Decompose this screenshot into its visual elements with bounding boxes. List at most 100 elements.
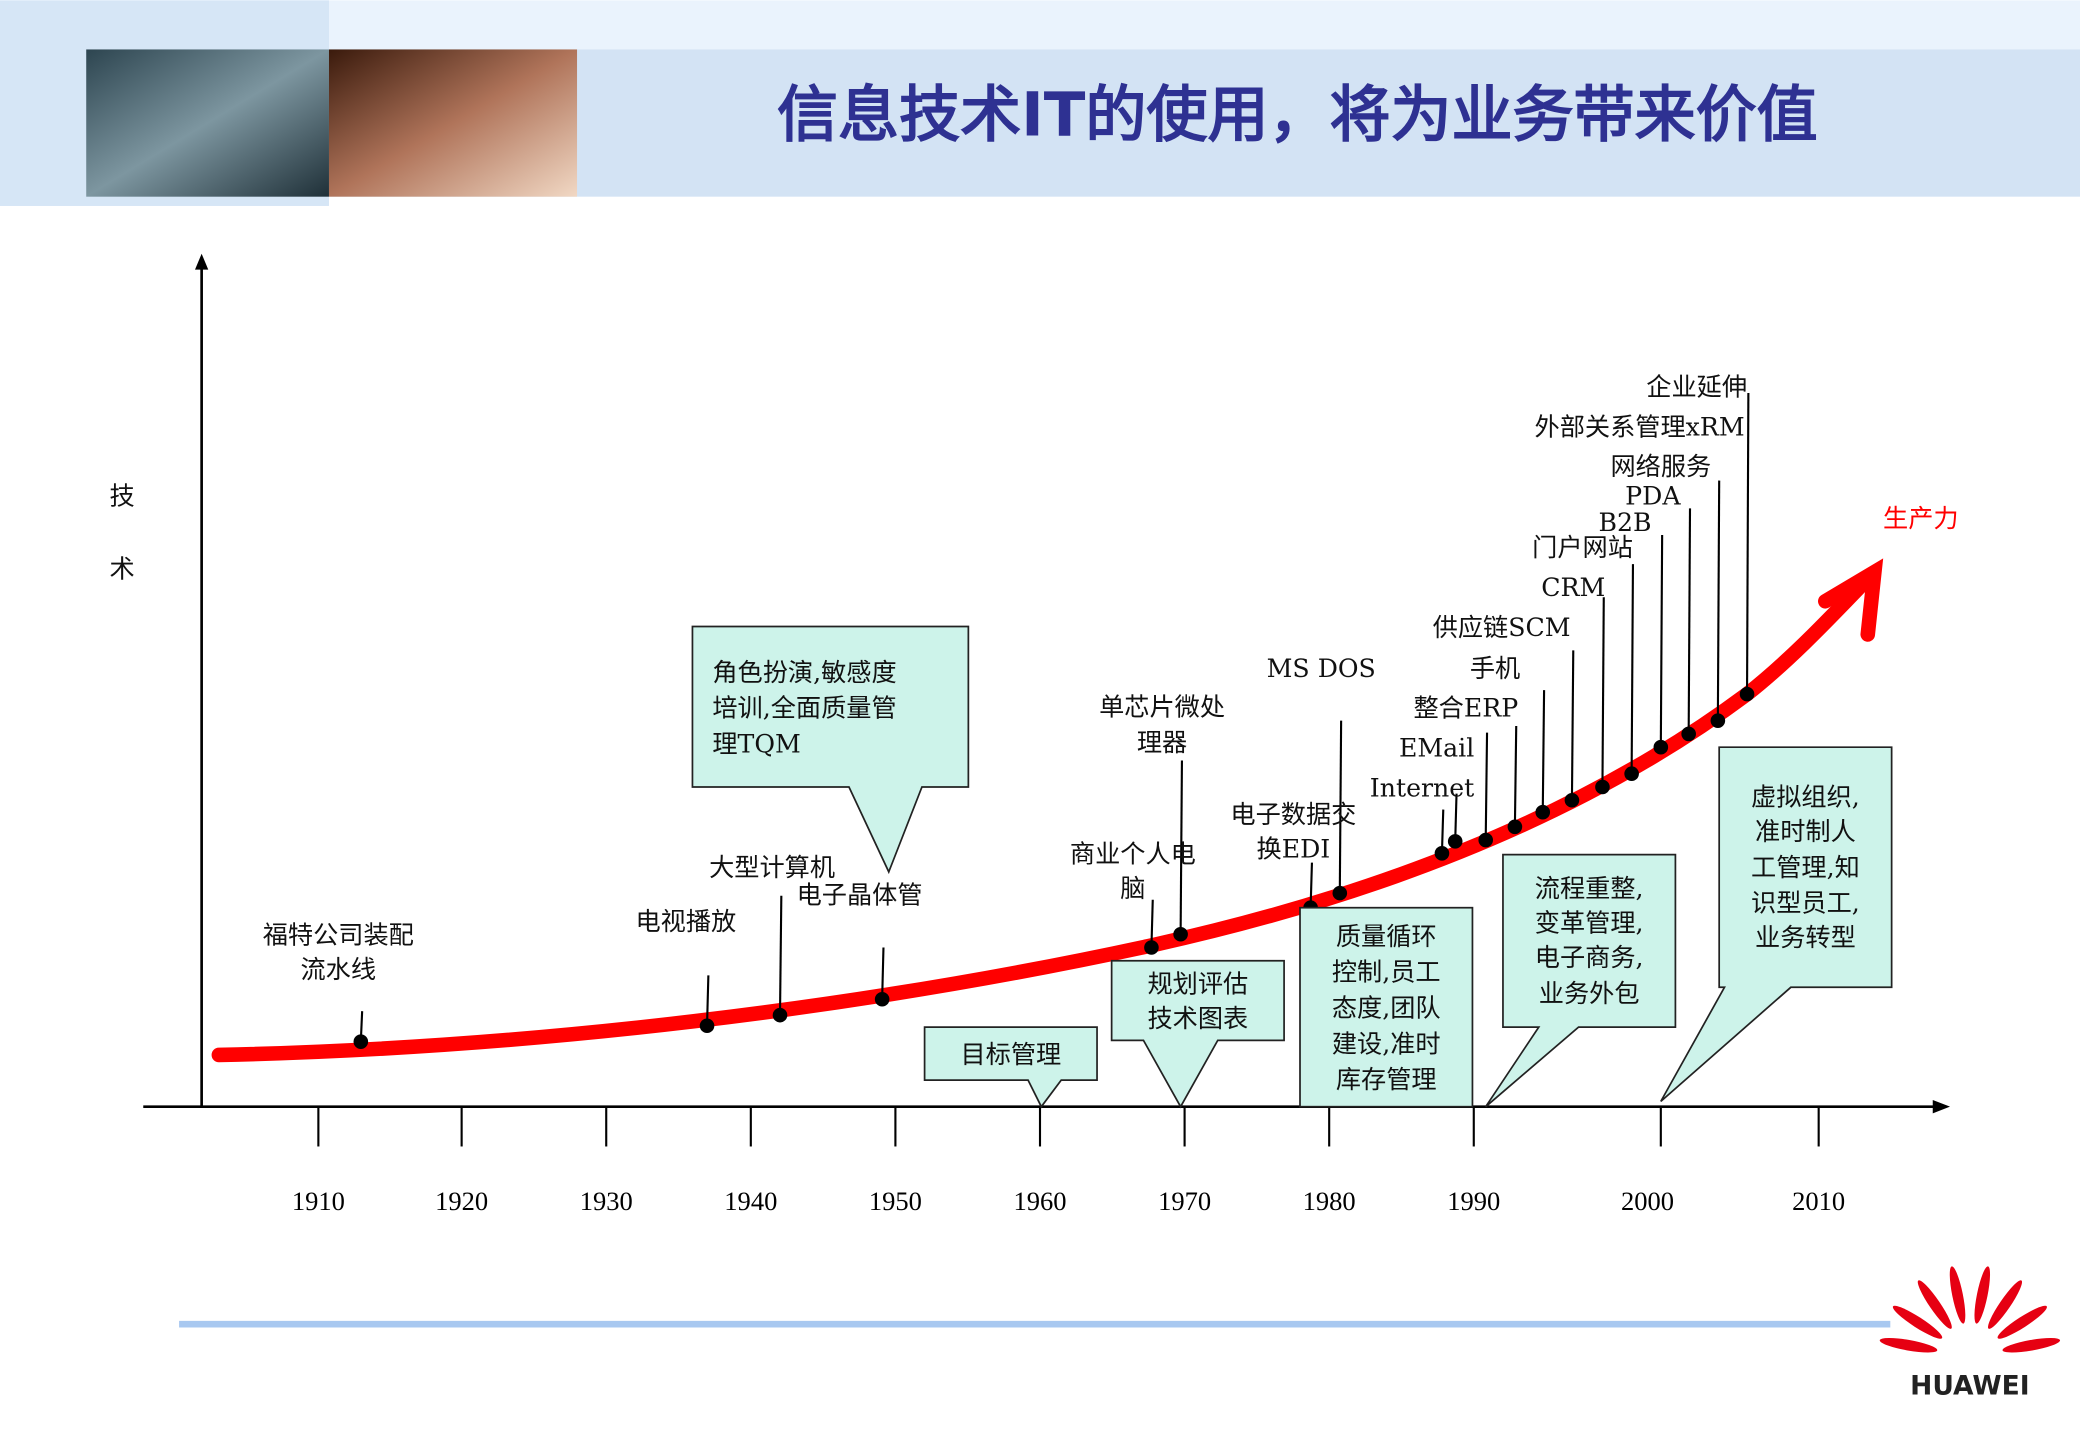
tech-label: 网络服务 (1610, 452, 1711, 481)
logo-petal (1917, 1280, 1952, 1329)
x-axis-arrow-icon (1932, 1100, 1950, 1114)
tech-label: EMail (1399, 733, 1474, 762)
tech-label: 外部关系管理xRM (1535, 412, 1745, 441)
year-label: 1930 (580, 1186, 633, 1216)
tech-label: 流水线 (300, 955, 376, 984)
milestone-dot (1434, 846, 1450, 861)
milestone-dot (1144, 940, 1159, 955)
callout-bpr: 流程重整, 变革管理, 电子商务, 业务外包 (1484, 853, 1677, 1108)
milestone-dot (1447, 834, 1463, 849)
tech-label: 脑 (1120, 874, 1145, 903)
leader-line (1687, 508, 1692, 734)
productivity-curve (211, 571, 1876, 1063)
leader-line (1338, 720, 1343, 894)
logo-petal (1879, 1337, 1938, 1353)
tech-label: 门户网站 (1532, 533, 1633, 562)
tech-label: PDA (1625, 481, 1681, 510)
tech-label: 商业个人电 (1070, 840, 1196, 869)
year-label: 1920 (435, 1186, 488, 1216)
milestone-dot (353, 1034, 369, 1049)
svg-text:控制,员工: 控制,员工 (1332, 958, 1441, 987)
leader-line (778, 895, 783, 1016)
svg-text:工管理,知: 工管理,知 (1751, 853, 1860, 882)
year-label: 2010 (1792, 1186, 1845, 1216)
milestone-dot (1595, 779, 1610, 795)
svg-text:理TQM: 理TQM (712, 729, 800, 758)
leader-line (1440, 809, 1445, 854)
huawei-logo-text: HUAWEI (1910, 1371, 2029, 1402)
tech-label: Internet (1370, 773, 1475, 802)
milestone-dot (1739, 686, 1755, 702)
leader-line (881, 947, 885, 1000)
year-label: 1980 (1303, 1186, 1356, 1216)
tech-label: 理器 (1137, 728, 1187, 757)
tech-label: 电子晶体管 (797, 881, 923, 910)
tech-label: 企业延伸 (1646, 373, 1747, 402)
year-label: 2000 (1621, 1186, 1674, 1216)
logo-petal (1892, 1305, 1943, 1339)
svg-text:建设,准时: 建设,准时 (1332, 1029, 1441, 1058)
tech-label: 整合ERP (1413, 694, 1518, 723)
logo-petal (1974, 1266, 1991, 1324)
milestone-dot (1653, 739, 1669, 755)
tech-label: 电子数据交 (1230, 800, 1356, 829)
leader-line (1659, 534, 1664, 748)
logo-petal (1988, 1280, 2023, 1329)
tech-label: 福特公司装配 (263, 921, 414, 950)
curve-label: 生产力 (1883, 504, 1959, 533)
logo-petal (1949, 1266, 1966, 1324)
svg-text:规划评估: 规划评估 (1147, 970, 1248, 999)
tech-label: 大型计算机 (709, 853, 835, 882)
logo-petal (2002, 1337, 2061, 1353)
milestone-dot (1624, 766, 1639, 782)
tech-label: MS DOS (1267, 654, 1376, 683)
leader-line (1309, 862, 1313, 908)
milestone-dot (1332, 885, 1348, 901)
tech-label: 供应链SCM (1433, 613, 1571, 642)
header-band (328, 49, 2080, 197)
year-label: 1950 (869, 1186, 922, 1216)
callout-mbo: 目标管理 (923, 1026, 1098, 1109)
circuit-board-image (86, 49, 329, 197)
logo-petal (1997, 1305, 2047, 1339)
leader-line (1570, 650, 1575, 801)
y-axis-arrow-icon (195, 253, 209, 270)
svg-text:技术图表: 技术图表 (1147, 1004, 1248, 1033)
milestone-dot (772, 1007, 788, 1023)
y-axis-label-2: 术 (109, 554, 134, 583)
svg-text:角色扮演,敏感度: 角色扮演,敏感度 (712, 658, 896, 687)
milestone-dot (1564, 792, 1580, 808)
svg-text:准时制人: 准时制人 (1755, 817, 1856, 846)
globe-image (328, 49, 578, 197)
svg-text:变革管理,: 变革管理, (1535, 909, 1644, 938)
svg-text:培训,全面质量管: 培训,全面质量管 (712, 694, 896, 723)
milestone-dot (1535, 804, 1551, 820)
tech-label: 手机 (1470, 654, 1520, 683)
header-top-band (0, 0, 2080, 50)
milestone-dot (1478, 832, 1494, 848)
milestone-dot (699, 1018, 715, 1034)
tech-label: CRM (1541, 573, 1605, 602)
svg-text:质量循环: 质量循环 (1336, 922, 1437, 951)
y-axis-label-1: 技 (109, 481, 134, 510)
milestone-dot (1710, 713, 1726, 728)
leader-line (1513, 725, 1518, 827)
milestone-dot (1173, 926, 1188, 942)
svg-text:库存管理: 库存管理 (1336, 1065, 1437, 1094)
svg-text:业务转型: 业务转型 (1755, 923, 1856, 952)
milestone-dot (1681, 726, 1696, 742)
huawei-logo (1879, 1266, 2061, 1353)
tech-label: 单芯片微处 (1099, 692, 1225, 721)
tech-label: 电视播放 (635, 907, 736, 936)
year-label: 1910 (292, 1186, 345, 1216)
svg-text:识型员工,: 识型员工, (1751, 889, 1860, 918)
leader-line (1454, 793, 1458, 842)
year-label: 1960 (1013, 1186, 1066, 1216)
leader-line (1601, 597, 1605, 787)
svg-text:流程重整,: 流程重整, (1535, 874, 1644, 903)
